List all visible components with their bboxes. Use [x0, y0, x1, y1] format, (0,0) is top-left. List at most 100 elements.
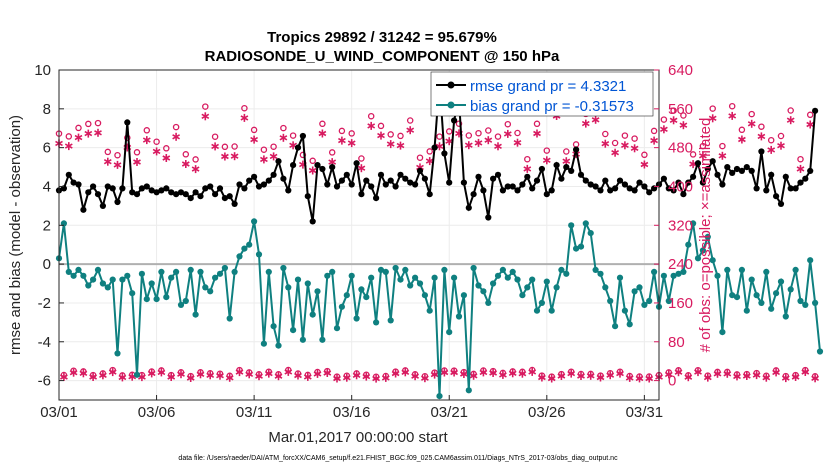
bias-point: [221, 264, 228, 272]
x-tick-label: 03/11: [236, 404, 272, 421]
right-axis: 0 80 160 240 320 400 480 560 640: [654, 62, 693, 390]
obs-assimilated-stroke: [674, 369, 683, 375]
legend-rmse-label: rmse grand pr = 4.3321: [470, 78, 626, 95]
obs-assimilated-stroke: [699, 153, 707, 159]
obs-assimilated-point: [650, 136, 658, 145]
right-tick-label: 160: [668, 295, 693, 312]
obs-possible-point: [797, 155, 804, 163]
bias-point: [548, 307, 555, 314]
obs-assimilated-stroke: [738, 136, 746, 143]
obs-assimilated-stroke: [201, 113, 210, 119]
bias-point: [436, 393, 443, 400]
obs-assimilated-stroke: [206, 372, 215, 378]
rmse-point: [592, 183, 599, 190]
bias-point: [753, 292, 760, 299]
obs-assimilated-point: [777, 141, 785, 150]
rmse-point: [690, 173, 697, 180]
rmse-point: [85, 189, 92, 196]
rmse-point: [509, 183, 516, 190]
bias-point: [763, 268, 770, 275]
bias-point: [80, 272, 87, 279]
footnote: data file: /Users/raeder/DAI/ATM_forcXX/…: [178, 455, 618, 462]
obs-possible-point: [114, 151, 121, 159]
rmse-point: [158, 187, 165, 194]
obs-assimilated-point: [221, 152, 229, 161]
bias-point: [368, 274, 375, 281]
rmse-point: [631, 187, 638, 194]
bias-point: [158, 268, 165, 275]
obs-possible-point: [172, 123, 180, 131]
obs-assimilated-point: [216, 371, 224, 380]
obs-assimilated-stroke: [372, 375, 380, 382]
obs-assimilated-stroke: [533, 130, 541, 137]
obs-possible-point: [358, 155, 365, 162]
obs-assimilated-stroke: [313, 371, 322, 377]
rmse-point: [324, 181, 331, 188]
obs-assimilated-stroke: [562, 158, 571, 164]
obs-assimilated-stroke: [113, 162, 122, 168]
obs-assimilated-point: [699, 151, 707, 160]
obs-assimilated-stroke: [269, 153, 278, 160]
obs-possible-point: [416, 154, 424, 161]
bias-point: [265, 268, 272, 275]
obs-assimilated-point: [235, 368, 244, 377]
obs-assimilated-stroke: [289, 142, 297, 148]
rmse-point: [304, 193, 311, 200]
obs-assimilated-point: [103, 157, 112, 166]
obs-assimilated-point: [142, 136, 151, 145]
obs-assimilated-point: [162, 154, 171, 162]
obs-assimilated-point: [411, 372, 419, 381]
bias-point: [416, 280, 424, 287]
rmse-point: [348, 181, 355, 188]
rmse-point: [275, 158, 282, 165]
bias-point: [212, 274, 219, 281]
right-tick-label: 0: [668, 373, 676, 390]
obs-assimilated-stroke: [303, 374, 312, 380]
obs-assimilated-point: [333, 374, 341, 383]
bias-point: [694, 255, 702, 262]
obs-assimilated-stroke: [260, 156, 268, 163]
obs-possible-point: [494, 133, 502, 140]
obs-assimilated-point: [245, 370, 254, 379]
obs-possible-point: [211, 133, 219, 140]
obs-possible-point: [650, 127, 658, 135]
obs-assimilated-point: [421, 374, 429, 383]
bias-point: [324, 272, 331, 279]
obs-assimilated-point: [284, 367, 293, 376]
obs-assimilated-stroke: [338, 137, 346, 144]
rmse-point: [241, 185, 248, 192]
rmse-point: [753, 185, 760, 192]
rmse-point: [748, 167, 755, 174]
rmse-point: [446, 179, 453, 186]
bias-point: [455, 313, 463, 320]
obs-assimilated-point: [747, 119, 756, 128]
obs-possible-point: [670, 107, 677, 114]
obs-possible-point: [328, 149, 336, 156]
obs-possible-point: [182, 151, 190, 158]
rmse-point: [421, 175, 428, 182]
bias-point: [612, 323, 619, 330]
obs-possible-point: [787, 107, 794, 114]
rmse-point: [280, 175, 287, 182]
obs-assimilated-point: [577, 372, 585, 380]
bias-point: [299, 336, 306, 343]
obs-assimilated-point: [99, 371, 107, 380]
rmse-point: [226, 193, 233, 200]
obs-possible-point: [143, 127, 151, 134]
left-tick-label: -2: [38, 295, 51, 312]
bias-point: [460, 292, 467, 299]
bias-point: [236, 253, 243, 260]
left-tick-label: 0: [43, 256, 51, 273]
bias-point: [85, 282, 92, 289]
bias-point: [129, 290, 136, 297]
bias-point: [343, 292, 350, 299]
rmse-point: [387, 177, 394, 184]
rmse-point: [670, 187, 677, 194]
obs-assimilated-point: [79, 369, 88, 378]
bias-point: [636, 284, 643, 291]
obs-assimilated-stroke: [581, 120, 590, 127]
rmse-point: [338, 177, 345, 184]
rmse-point: [416, 167, 424, 174]
bias-point: [514, 276, 521, 283]
obs-assimilated-stroke: [586, 373, 595, 379]
